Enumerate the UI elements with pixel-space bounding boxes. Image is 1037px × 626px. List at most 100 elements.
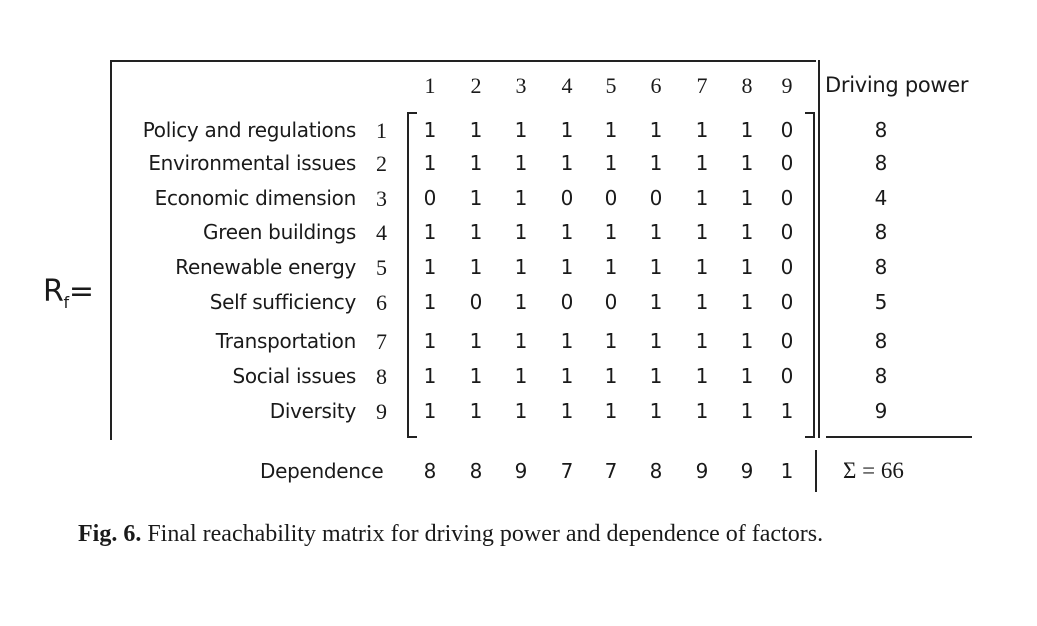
row-label: Diversity [269,399,357,423]
row-index: 8 [376,364,387,389]
driving-power-value: 8 [874,151,888,175]
row-label: Social issues [232,364,356,388]
matrix-cell: 0 [780,329,794,353]
matrix-cell: 1 [695,364,709,388]
dependence-value: 1 [780,459,794,483]
matrix-cell: 1 [649,118,663,142]
matrix-cell: 1 [740,329,754,353]
matrix-cell: 1 [560,118,574,142]
row-index: 1 [376,118,387,143]
right-bracket [805,112,815,438]
matrix-cell: 1 [649,255,663,279]
row-index: 2 [376,151,387,176]
matrix-cell: 1 [423,290,437,314]
matrix-cell: 1 [604,399,618,423]
matrix-cell: 1 [740,118,754,142]
column-header: 1 [424,73,436,98]
column-header: 7 [696,73,708,98]
matrix-cell: 1 [423,118,437,142]
matrix-cell: 1 [560,364,574,388]
driving-power-header: Driving power [825,73,969,97]
matrix-cell: 1 [469,255,483,279]
matrix-cell: 1 [560,399,574,423]
matrix-cell: 1 [514,220,528,244]
dependence-value: 9 [740,459,754,483]
row-index: 9 [376,399,387,424]
row-index: 3 [376,186,387,211]
driving-power-value: 8 [874,220,888,244]
matrix-cell: 0 [604,290,618,314]
matrix-cell: 0 [780,186,794,210]
matrix-cell: 1 [695,151,709,175]
matrix-cell: 0 [780,220,794,244]
matrix-cell: 1 [740,399,754,423]
matrix-cell: 1 [695,118,709,142]
matrix-cell: 1 [604,118,618,142]
matrix-cell: 1 [780,399,794,423]
driving-power-value: 8 [874,364,888,388]
matrix-cell: 1 [695,399,709,423]
driving-power-value: 8 [874,118,888,142]
column-header: 3 [515,73,527,98]
matrix-cell: 1 [604,329,618,353]
sum-total: Σ = 66 [843,458,904,483]
dependence-value: 7 [560,459,574,483]
matrix-cell: 1 [514,364,528,388]
matrix-symbol: Rf= [43,274,94,312]
row-label: Transportation [215,329,357,353]
column-header: 4 [561,73,573,98]
left-bracket [407,112,417,438]
dependence-value: 8 [649,459,663,483]
matrix-cell: 1 [649,290,663,314]
matrix-cell: 1 [695,220,709,244]
matrix-cell: 1 [695,186,709,210]
matrix-cell: 1 [514,290,528,314]
matrix-cell: 1 [423,220,437,244]
column-header: 9 [781,73,793,98]
matrix-cell: 1 [514,151,528,175]
matrix-cell: 1 [469,118,483,142]
matrix-cell: 0 [780,364,794,388]
matrix-cell: 1 [423,151,437,175]
matrix-cell: 1 [560,329,574,353]
dependence-value: 7 [604,459,618,483]
column-header: 2 [470,73,482,98]
matrix-cell: 1 [740,186,754,210]
matrix-cell: 1 [695,255,709,279]
column-header: 6 [650,73,662,98]
row-label: Environmental issues [148,151,356,175]
driving-total-rule [826,436,972,438]
matrix-cell: 1 [604,220,618,244]
matrix-cell: 1 [423,255,437,279]
driving-power-value: 8 [874,329,888,353]
matrix-cell: 1 [649,151,663,175]
matrix-cell: 1 [740,364,754,388]
matrix-cell: 1 [514,186,528,210]
matrix-cell: 0 [469,290,483,314]
column-header: 5 [605,73,617,98]
matrix-cell: 1 [514,255,528,279]
matrix-cell: 0 [560,186,574,210]
matrix-cell: 1 [469,364,483,388]
dependence-value: 8 [469,459,483,483]
dependence-value: 8 [423,459,437,483]
matrix-cell: 1 [649,329,663,353]
matrix-cell: 1 [604,255,618,279]
top-rule [110,60,816,62]
matrix-cell: 1 [514,329,528,353]
matrix-cell: 1 [695,329,709,353]
row-index: 7 [376,329,387,354]
column-header: 8 [741,73,753,98]
row-label: Economic dimension [154,186,357,210]
matrix-cell: 0 [604,186,618,210]
matrix-cell: 1 [514,399,528,423]
driving-power-value: 4 [874,186,888,210]
driving-power-value: 5 [874,290,888,314]
equals-sign: = [68,274,94,309]
driving-power-value: 8 [874,255,888,279]
driving-power-value: 9 [874,399,888,423]
dependence-label: Dependence [260,459,384,483]
matrix-cell: 1 [469,186,483,210]
matrix-cell: 1 [560,151,574,175]
